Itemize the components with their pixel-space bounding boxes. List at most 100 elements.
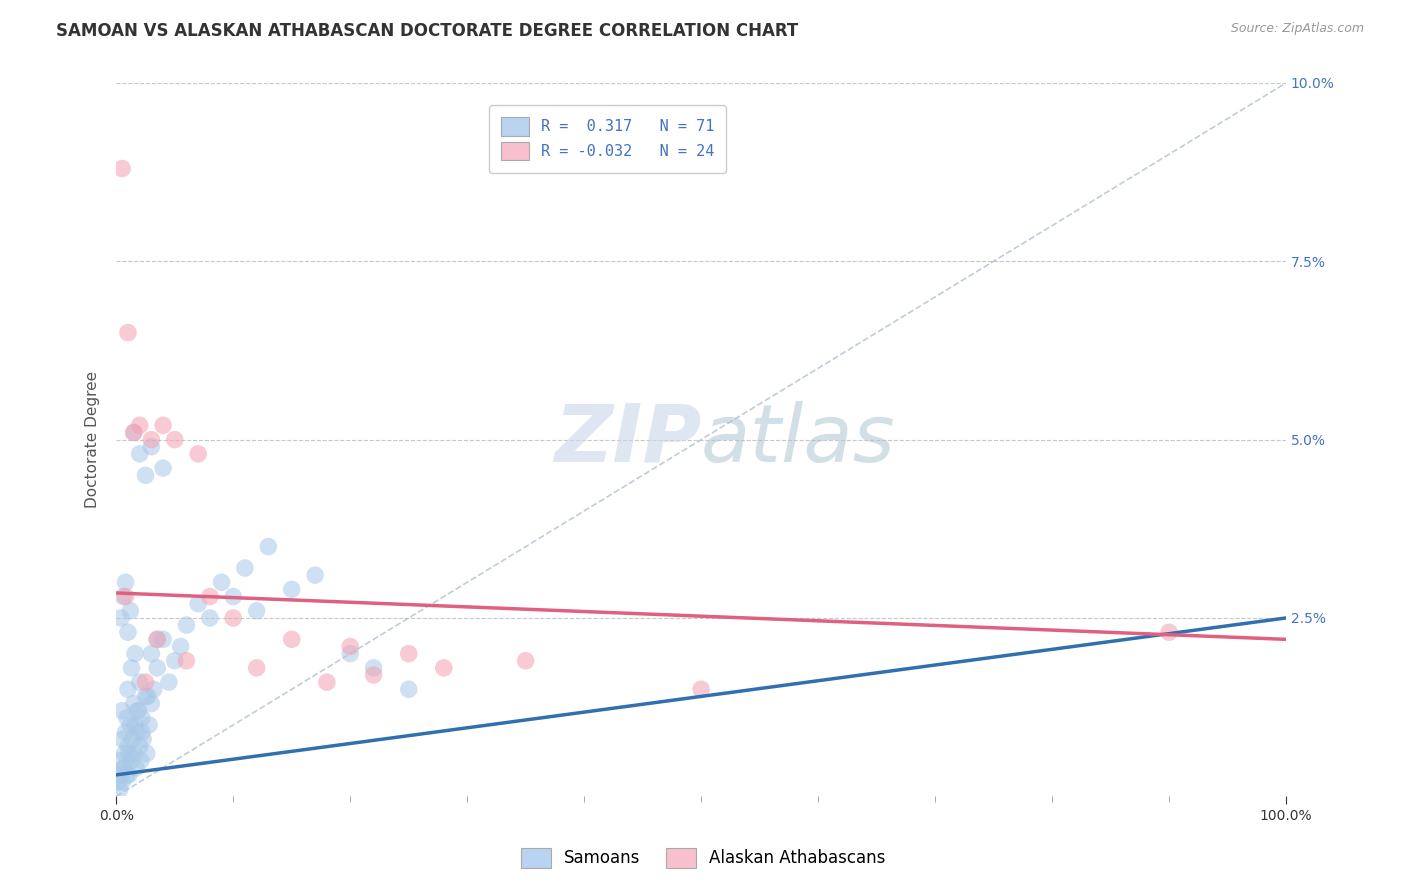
Point [157, 675, 180, 690]
Point [114, 761, 136, 775]
Point [128, 447, 150, 461]
Point [114, 590, 136, 604]
Legend: R =  0.317   N = 71, R = -0.032   N = 24: R = 0.317 N = 71, R = -0.032 N = 24 [489, 105, 727, 173]
Point [138, 718, 160, 732]
Point [136, 690, 159, 704]
Point [110, 611, 132, 625]
Point [128, 704, 150, 718]
Point [152, 461, 174, 475]
Point [124, 718, 146, 732]
Point [128, 418, 150, 433]
Point [211, 575, 233, 590]
Point [112, 761, 135, 775]
Point [304, 568, 326, 582]
Point [515, 654, 537, 668]
Point [141, 647, 163, 661]
Point [135, 747, 157, 761]
Point [122, 697, 145, 711]
Point [233, 561, 256, 575]
Point [107, 775, 129, 789]
Point [117, 739, 139, 754]
Point [129, 754, 152, 768]
Point [187, 447, 209, 461]
Point [363, 668, 385, 682]
Point [121, 754, 143, 768]
Point [120, 604, 142, 618]
Point [339, 640, 361, 654]
Point [398, 682, 420, 697]
Point [163, 433, 186, 447]
Point [246, 661, 269, 675]
Point [118, 747, 141, 761]
Point [141, 697, 163, 711]
Point [176, 618, 198, 632]
Point [142, 682, 165, 697]
Point [222, 611, 245, 625]
Point [280, 632, 302, 647]
Point [257, 540, 280, 554]
Point [315, 675, 337, 690]
Point [134, 468, 156, 483]
Point [141, 433, 163, 447]
Text: SAMOAN VS ALASKAN ATHABASCAN DOCTORATE DEGREE CORRELATION CHART: SAMOAN VS ALASKAN ATHABASCAN DOCTORATE D… [56, 22, 799, 40]
Point [146, 661, 169, 675]
Point [132, 732, 155, 747]
Point [128, 739, 150, 754]
Point [146, 632, 169, 647]
Text: Source: ZipAtlas.com: Source: ZipAtlas.com [1230, 22, 1364, 36]
Point [127, 704, 149, 718]
Point [121, 661, 143, 675]
Point [112, 590, 135, 604]
Point [111, 775, 134, 789]
Point [198, 590, 221, 604]
Point [198, 611, 221, 625]
Point [111, 732, 134, 747]
Point [122, 425, 145, 440]
Point [111, 704, 134, 718]
Point [124, 647, 146, 661]
Point [114, 725, 136, 739]
Point [121, 732, 143, 747]
Point [131, 725, 153, 739]
Point [134, 690, 156, 704]
Point [131, 711, 153, 725]
Point [108, 754, 131, 768]
Point [398, 647, 420, 661]
Point [163, 654, 186, 668]
Point [120, 718, 142, 732]
Point [433, 661, 456, 675]
Point [128, 675, 150, 690]
Point [280, 582, 302, 597]
Point [246, 604, 269, 618]
Text: atlas: atlas [702, 401, 896, 479]
Point [125, 761, 148, 775]
Point [114, 575, 136, 590]
Point [339, 647, 361, 661]
Y-axis label: Doctorate Degree: Doctorate Degree [86, 371, 100, 508]
Point [117, 682, 139, 697]
Point [187, 597, 209, 611]
Point [108, 782, 131, 797]
Point [118, 768, 141, 782]
Point [117, 625, 139, 640]
Point [363, 661, 385, 675]
Text: ZIP: ZIP [554, 401, 702, 479]
Point [115, 768, 138, 782]
Point [690, 682, 713, 697]
Point [111, 161, 134, 176]
Point [122, 747, 145, 761]
Legend: Samoans, Alaskan Athabascans: Samoans, Alaskan Athabascans [515, 841, 891, 875]
Point [169, 640, 191, 654]
Point [176, 654, 198, 668]
Point [110, 768, 132, 782]
Point [152, 632, 174, 647]
Point [127, 725, 149, 739]
Point [152, 418, 174, 433]
Point [117, 326, 139, 340]
Point [122, 425, 145, 440]
Point [146, 632, 169, 647]
Point [222, 590, 245, 604]
Point [114, 747, 136, 761]
Point [134, 675, 156, 690]
Point [115, 711, 138, 725]
